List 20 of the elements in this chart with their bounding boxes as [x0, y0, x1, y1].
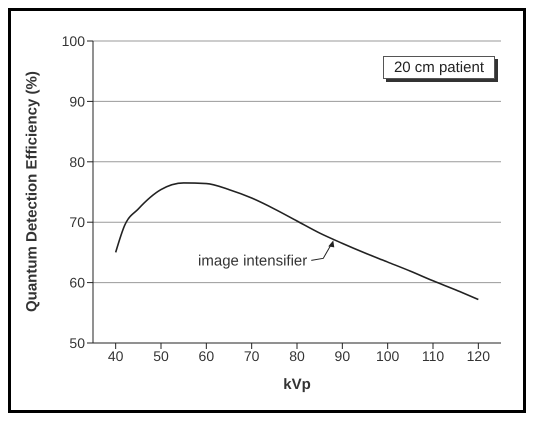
y-tick-label: 80 — [69, 154, 86, 170]
x-axis-title: kVp — [283, 376, 311, 393]
x-tick-label: 90 — [334, 348, 350, 364]
y-tick-label: 60 — [69, 274, 86, 291]
x-tick-label: 40 — [108, 348, 124, 364]
x-tick-label: 120 — [466, 348, 490, 364]
y-axis-title: Quantum Detection Efficiency (%) — [23, 71, 40, 312]
x-tick-label: 100 — [376, 348, 400, 364]
x-tick-label: 70 — [244, 348, 260, 364]
y-tick-label: 100 — [62, 32, 86, 49]
line-series — [114, 182, 480, 300]
y-tick-label: 90 — [69, 93, 86, 110]
y-tick-label: 50 — [69, 334, 86, 351]
y-tick-label: 70 — [69, 214, 86, 230]
annotation: image intensifier — [198, 252, 308, 270]
x-tick-label: 80 — [289, 348, 305, 364]
x-tick-label: 60 — [198, 348, 214, 364]
x-tick-label: 50 — [153, 348, 169, 364]
x-tick-label: 110 — [422, 348, 444, 364]
annotation: 20 cm patient — [382, 56, 495, 79]
